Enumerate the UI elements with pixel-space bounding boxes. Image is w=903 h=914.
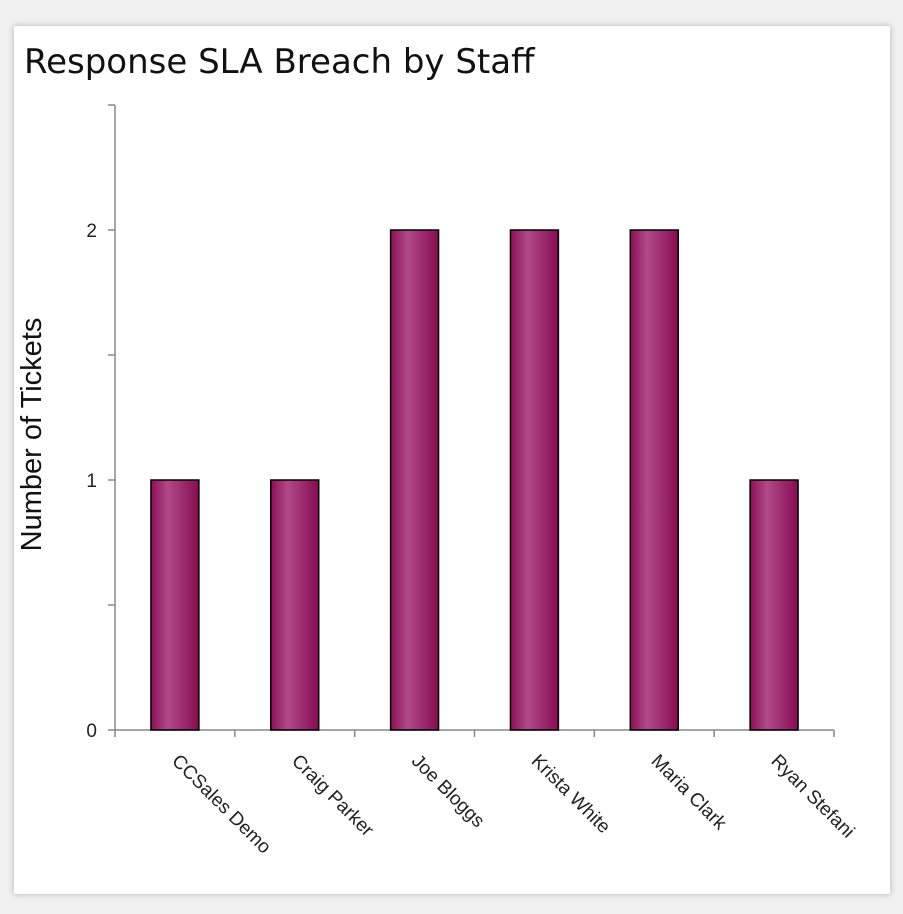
chart-title: Response SLA Breach by Staff <box>24 42 535 82</box>
x-axis <box>114 729 835 737</box>
bar-chart: 0 1 2 CCSales Demo Craig Parker Joe Bloggs Kr… <box>16 104 858 858</box>
x-tick-label: Craig Parker <box>287 751 378 842</box>
bar-craig-parker[interactable] <box>270 479 320 731</box>
bar-krista-white[interactable] <box>509 229 560 731</box>
bar-joe-bloggs[interactable] <box>389 229 440 731</box>
y-tick-label: 0 <box>86 721 97 742</box>
x-tick-labels: CCSales Demo Craig Parker Joe Bloggs Krista… <box>167 751 858 858</box>
y-axis: 0 1 2 <box>86 104 116 742</box>
chart-card: Response SLA Breach by Staff 0 1 2 CCSales… <box>14 26 890 894</box>
x-tick-label: CCSales Demo <box>167 751 274 858</box>
x-tick-label: Joe Bloggs <box>407 751 488 832</box>
bar-maria-clark[interactable] <box>629 229 679 731</box>
y-tick-label: 1 <box>86 471 97 492</box>
x-tick-label: Ryan Stefani <box>767 751 859 843</box>
x-tick-label: Krista White <box>527 751 614 838</box>
x-tick-label: Maria Clark <box>647 751 731 835</box>
bar-ccsales-demo[interactable] <box>150 479 200 731</box>
y-tick-label: 2 <box>86 221 97 242</box>
bars <box>150 229 799 731</box>
bar-ryan-stefani[interactable] <box>749 479 799 731</box>
y-axis-title: Number of Tickets <box>16 318 48 552</box>
